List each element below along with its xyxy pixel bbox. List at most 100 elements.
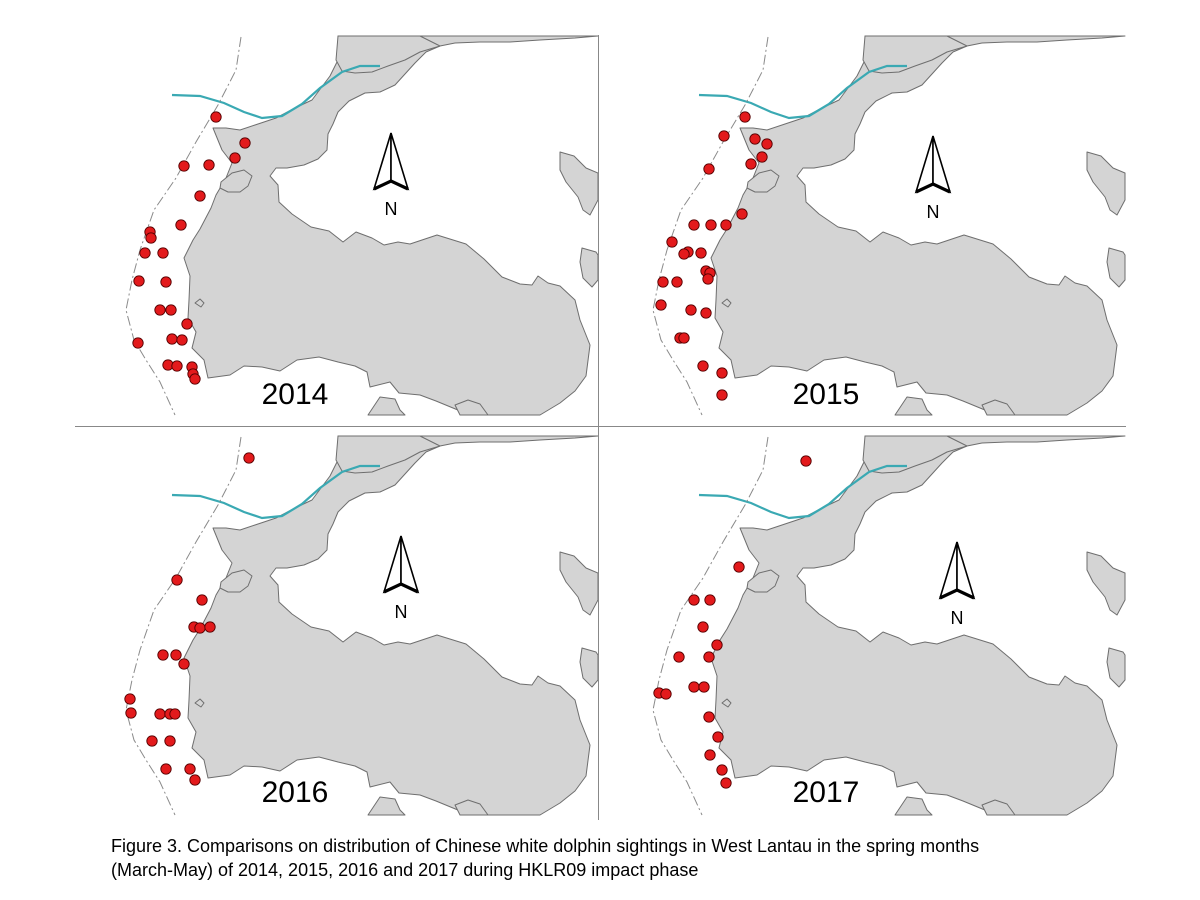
east-island-land <box>579 247 598 288</box>
dolphin-sighting-dot <box>666 236 678 248</box>
south-islet-land <box>454 799 489 816</box>
dolphin-sighting-dot <box>157 649 169 661</box>
north-island-land <box>335 435 441 474</box>
dolphin-sighting-dot <box>194 190 206 202</box>
dolphin-sighting-dot <box>705 219 717 231</box>
dolphin-sighting-dot <box>712 731 724 743</box>
year-label: 2015 <box>793 378 860 411</box>
dolphin-sighting-dot <box>184 763 196 775</box>
dolphin-sighting-dot <box>733 561 745 573</box>
navigation-channel-line <box>171 464 380 520</box>
dolphin-sighting-dot <box>157 247 169 259</box>
dolphin-sighting-dot <box>189 774 201 786</box>
caption-line-2: (March-May) of 2014, 2015, 2016 and 2017… <box>111 860 699 880</box>
dolphin-sighting-dot <box>210 111 222 123</box>
dolphin-sighting-dot <box>678 332 690 344</box>
map-panel-2015: N 2015 <box>652 35 1126 416</box>
dolphin-sighting-dot <box>133 275 145 287</box>
east-island-land <box>1086 151 1126 216</box>
caption-line-1: Figure 3. Comparisons on distribution of… <box>111 836 980 856</box>
dolphin-sighting-dot <box>716 764 728 776</box>
north-island-land <box>335 35 441 74</box>
dolphin-sighting-dot <box>657 276 669 288</box>
dolphin-sighting-dot <box>170 649 182 661</box>
dolphin-sighting-dot <box>756 151 768 163</box>
south-islet-land <box>981 799 1016 816</box>
dolphin-sighting-dot <box>178 160 190 172</box>
dolphin-sighting-dot <box>229 152 241 164</box>
east-island-land <box>1086 551 1126 616</box>
dolphin-sighting-dot <box>673 651 685 663</box>
year-label: 2017 <box>793 776 860 809</box>
map-panel-2014: N 2014 <box>125 35 598 416</box>
dolphin-sighting-dot <box>700 307 712 319</box>
dolphin-sighting-dot <box>660 688 672 700</box>
dolphin-sighting-dot <box>125 707 137 719</box>
east-island-land <box>559 551 598 616</box>
dolphin-sighting-dot <box>239 137 251 149</box>
dolphin-sighting-dot <box>160 763 172 775</box>
dolphin-sighting-dot <box>132 337 144 349</box>
survey-boundary-line <box>125 36 242 416</box>
dolphin-sighting-dot <box>154 304 166 316</box>
dolphin-sighting-dot <box>716 367 728 379</box>
dolphin-sighting-dot <box>204 621 216 633</box>
dolphin-sighting-dot <box>688 681 700 693</box>
figure-caption: Figure 3. Comparisons on distribution of… <box>111 834 1111 882</box>
dolphin-sighting-dot <box>189 373 201 385</box>
north-label: N <box>951 608 964 628</box>
year-label: 2016 <box>262 776 329 809</box>
dolphin-sighting-dot <box>176 334 188 346</box>
south-islet-land <box>367 396 406 416</box>
islet-land <box>219 569 253 593</box>
dolphin-sighting-dot <box>678 248 690 260</box>
islet-land <box>746 569 780 593</box>
dolphin-sighting-dot <box>720 777 732 789</box>
dolphin-sighting-dot <box>171 574 183 586</box>
dolphin-sighting-dot <box>739 111 751 123</box>
north-label: N <box>385 199 398 219</box>
dolphin-sighting-dot <box>154 708 166 720</box>
lantau-island-land <box>710 435 1126 816</box>
dolphin-sighting-dot <box>124 693 136 705</box>
dolphin-sighting-dot <box>702 273 714 285</box>
dolphin-sighting-dot <box>703 711 715 723</box>
dolphin-sighting-dot <box>703 651 715 663</box>
survey-boundary-line <box>652 436 769 816</box>
dolphin-sighting-dot <box>160 276 172 288</box>
dolphin-sighting-dot <box>165 304 177 316</box>
year-label: 2014 <box>262 378 329 411</box>
dolphin-sighting-dot <box>169 708 181 720</box>
east-island-land <box>1106 647 1126 688</box>
dolphin-sighting-dot <box>671 276 683 288</box>
navigation-channel-line <box>698 64 907 120</box>
dolphin-sighting-dot <box>698 681 710 693</box>
south-islet-land <box>367 796 406 816</box>
north-label: N <box>927 202 940 222</box>
lantau-island-land <box>710 35 1126 416</box>
south-islet-land <box>894 796 933 816</box>
dolphin-sighting-dot <box>720 219 732 231</box>
dolphin-sighting-dot <box>164 735 176 747</box>
lantau-island-land <box>183 35 598 416</box>
dolphin-sighting-dot <box>139 247 151 259</box>
dolphin-sighting-dot <box>178 658 190 670</box>
dolphin-sighting-dot <box>716 389 728 401</box>
islet-land <box>746 169 780 193</box>
dolphin-sighting-dot <box>749 133 761 145</box>
south-islet-land <box>894 396 933 416</box>
dolphin-sighting-dot <box>761 138 773 150</box>
survey-boundary-line <box>125 436 242 816</box>
navigation-channel-line <box>698 464 907 520</box>
islet-land <box>194 698 205 708</box>
dolphin-sighting-dot <box>181 318 193 330</box>
islet-land <box>219 169 253 193</box>
dolphin-sighting-dot <box>736 208 748 220</box>
dolphin-sighting-dot <box>695 247 707 259</box>
dolphin-sighting-dot <box>718 130 730 142</box>
dolphin-sighting-dot <box>697 360 709 372</box>
dolphin-sighting-dot <box>688 219 700 231</box>
south-islet-land <box>981 399 1016 416</box>
north-label: N <box>395 602 408 622</box>
